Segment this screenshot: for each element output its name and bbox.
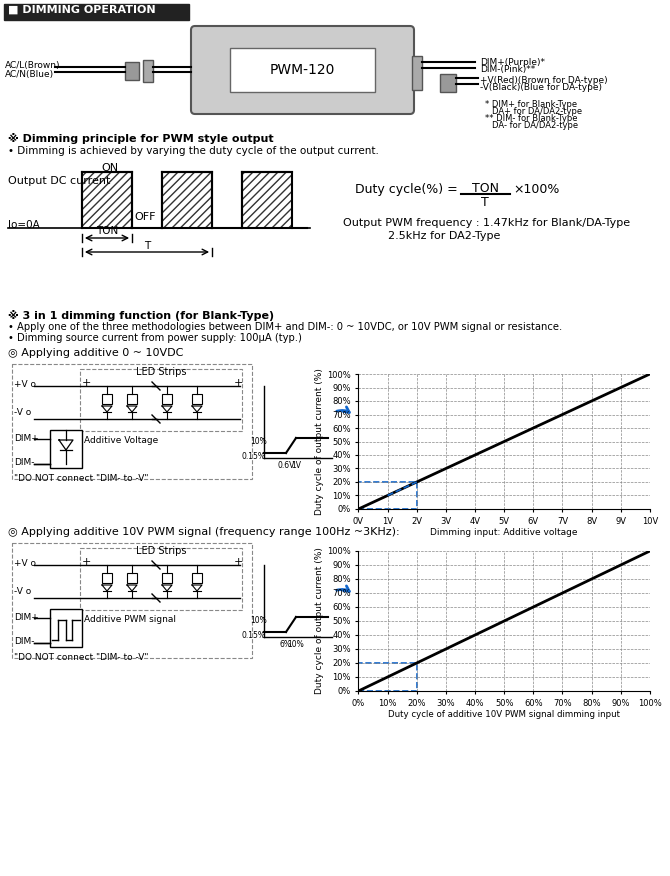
Text: DIM-: DIM- [14, 637, 34, 646]
Bar [50, 430, 82, 468]
Text: -V(Black)(Blue for DA-type): -V(Black)(Blue for DA-type) [480, 83, 602, 92]
Text: LED Strips: LED Strips [136, 367, 186, 377]
Bar [82, 172, 132, 228]
X-axis label: Dimming input: Additive voltage: Dimming input: Additive voltage [430, 528, 578, 537]
Text: 6%: 6% [280, 640, 292, 649]
Text: +V o: +V o [14, 559, 36, 568]
Bar [12, 364, 252, 479]
Text: ■ DIMMING OPERATION: ■ DIMMING OPERATION [8, 5, 155, 15]
Bar [358, 663, 417, 691]
Bar [440, 74, 456, 92]
Text: +V(Red)(Brown for DA-type): +V(Red)(Brown for DA-type) [480, 76, 608, 85]
Text: OFF: OFF [134, 212, 155, 222]
Text: • Dimming is achieved by varying the duty cycle of the output current.: • Dimming is achieved by varying the dut… [8, 146, 379, 156]
Text: 2.5kHz for DA2-Type: 2.5kHz for DA2-Type [388, 231, 500, 241]
Text: -: - [234, 593, 238, 603]
Bar [102, 573, 112, 583]
Bar [162, 394, 172, 404]
Y-axis label: Duty cycle of output current (%): Duty cycle of output current (%) [316, 368, 324, 515]
Text: 0.6V: 0.6V [277, 461, 295, 470]
Text: 0.15%: 0.15% [242, 452, 266, 461]
Text: +V o: +V o [14, 380, 36, 389]
Bar [125, 62, 139, 80]
Text: T: T [144, 241, 150, 251]
Y-axis label: Duty cycle of output current (%): Duty cycle of output current (%) [316, 548, 324, 695]
Text: • Apply one of the three methodologies between DIM+ and DIM-: 0 ~ 10VDC, or 10V : • Apply one of the three methodologies b… [8, 322, 562, 332]
Text: +: + [82, 557, 91, 567]
Text: +: + [234, 378, 243, 388]
Text: Output PWM frequency : 1.47kHz for Blank/DA-Type: Output PWM frequency : 1.47kHz for Blank… [343, 218, 630, 228]
Text: ◎ Applying additive 0 ~ 10VDC: ◎ Applying additive 0 ~ 10VDC [8, 348, 184, 358]
Bar [242, 172, 292, 228]
Text: 1V: 1V [291, 461, 301, 470]
Text: -: - [234, 414, 238, 424]
Text: TON: TON [472, 182, 498, 195]
Text: -: - [82, 593, 86, 603]
Bar [192, 394, 202, 404]
Text: ×100%: ×100% [513, 183, 559, 196]
Text: 10%: 10% [250, 437, 267, 446]
Text: "DO NOT connect "DIM- to -V": "DO NOT connect "DIM- to -V" [14, 474, 149, 483]
Text: DIM-(Pink)**: DIM-(Pink)** [480, 65, 535, 74]
Text: Additive Voltage: Additive Voltage [84, 436, 158, 445]
Bar [80, 548, 242, 610]
Text: ※ 3 in 1 dimming function (for Blank-Type): ※ 3 in 1 dimming function (for Blank-Typ… [8, 310, 274, 321]
Text: Output DC current: Output DC current [8, 176, 111, 186]
Text: PWM-120: PWM-120 [269, 63, 335, 77]
Text: -V o: -V o [14, 408, 31, 417]
Text: +: + [82, 378, 91, 388]
Text: TON: TON [96, 226, 118, 236]
Bar [4, 4, 189, 20]
Text: DA+ for DA/DA2-type: DA+ for DA/DA2-type [492, 107, 582, 116]
X-axis label: Duty cycle of additive 10V PWM signal dimming input: Duty cycle of additive 10V PWM signal di… [388, 710, 620, 719]
Text: 0.15%: 0.15% [242, 631, 266, 640]
Text: AC/L(Brown): AC/L(Brown) [5, 61, 60, 70]
Bar [102, 394, 112, 404]
Text: DIM+: DIM+ [14, 613, 39, 622]
Text: ** DIM- for Blank-Type: ** DIM- for Blank-Type [485, 114, 578, 123]
Text: DIM+: DIM+ [14, 434, 39, 443]
Text: +: + [234, 557, 243, 567]
Text: DIM-: DIM- [14, 458, 34, 467]
Text: LED Strips: LED Strips [136, 546, 186, 556]
Text: • Dimming source current from power supply: 100μA (typ.): • Dimming source current from power supp… [8, 333, 302, 343]
Text: ※ Dimming principle for PWM style output: ※ Dimming principle for PWM style output [8, 133, 273, 144]
Text: Additive PWM signal: Additive PWM signal [84, 615, 176, 624]
Bar [12, 543, 252, 658]
Text: T: T [481, 196, 489, 209]
Bar [50, 609, 82, 647]
Text: DA- for DA/DA2-type: DA- for DA/DA2-type [492, 121, 578, 130]
Bar [127, 394, 137, 404]
Bar [162, 172, 212, 228]
Bar [143, 60, 153, 82]
Bar [358, 482, 417, 509]
Text: -: - [82, 414, 86, 424]
Text: 10%: 10% [250, 616, 267, 625]
Text: * DIM+ for Blank-Type: * DIM+ for Blank-Type [485, 100, 577, 109]
Bar [242, 172, 292, 228]
Text: -V o: -V o [14, 587, 31, 596]
Bar [162, 573, 172, 583]
Text: AC/N(Blue): AC/N(Blue) [5, 70, 54, 79]
Bar [82, 172, 132, 228]
Text: ON: ON [101, 163, 119, 173]
Bar [412, 56, 422, 90]
Bar [127, 573, 137, 583]
FancyBboxPatch shape [191, 26, 414, 114]
Text: Duty cycle(%) =: Duty cycle(%) = [355, 183, 458, 196]
Text: "DO NOT connect "DIM- to -V": "DO NOT connect "DIM- to -V" [14, 653, 149, 662]
Bar [80, 369, 242, 431]
Bar [192, 573, 202, 583]
FancyBboxPatch shape [230, 48, 375, 92]
Text: ◎ Applying additive 10V PWM signal (frequency range 100Hz ~3KHz):: ◎ Applying additive 10V PWM signal (freq… [8, 527, 399, 537]
Text: 10%: 10% [287, 640, 304, 649]
Text: DIM+(Purple)*: DIM+(Purple)* [480, 58, 545, 67]
Text: Io=0A: Io=0A [8, 220, 40, 230]
Bar [162, 172, 212, 228]
